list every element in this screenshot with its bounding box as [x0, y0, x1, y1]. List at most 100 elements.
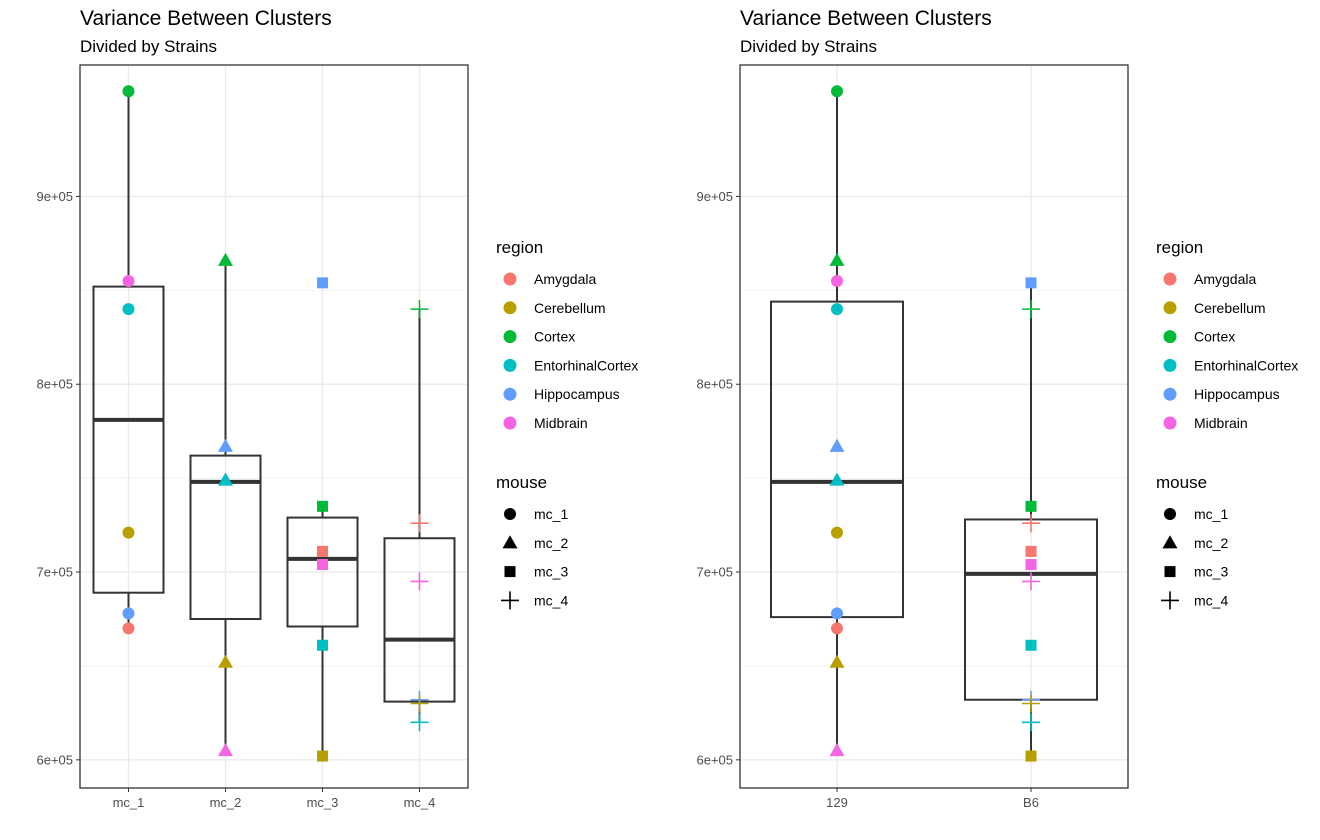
data-point	[218, 252, 233, 266]
legend-label-region: Amygdala	[534, 271, 596, 287]
data-point	[1022, 572, 1040, 591]
chart-subtitle: Divided by Strains	[740, 37, 877, 56]
x-tick-label: mc_1	[113, 795, 145, 810]
legend-key-region	[503, 301, 517, 315]
legend-title-mouse: mouse	[1156, 473, 1207, 492]
panel-border	[79, 64, 469, 789]
chart-subtitle: Divided by Strains	[80, 37, 217, 56]
y-tick-label: 8e+05	[696, 377, 733, 392]
legend-label-region: Hippocampus	[1194, 386, 1280, 402]
data-point	[317, 559, 328, 571]
data-point	[218, 472, 233, 486]
legend-label-region: Cerebellum	[1194, 300, 1266, 316]
data-point	[317, 639, 328, 651]
legend-key-region	[503, 387, 517, 401]
data-point	[1025, 545, 1037, 557]
data-point	[831, 85, 843, 98]
data-point	[317, 277, 328, 289]
data-point	[410, 572, 429, 591]
legend-label-region: Amygdala	[1194, 271, 1256, 287]
data-point	[410, 514, 429, 533]
data-point	[410, 694, 429, 713]
data-point	[218, 654, 233, 668]
x-tick-label: mc_2	[210, 795, 242, 810]
data-point	[122, 526, 135, 539]
y-tick-label: 7e+05	[696, 565, 733, 580]
data-point	[1022, 694, 1040, 713]
legend-key-mouse	[1162, 535, 1178, 549]
legend-label-region: Midbrain	[534, 415, 588, 431]
data-point	[317, 500, 328, 512]
data-point	[829, 472, 845, 486]
legend-key-region	[1163, 330, 1177, 344]
panel-border	[739, 64, 1129, 789]
legend-key-region	[1163, 272, 1177, 286]
legend-label-mouse: mc_3	[1194, 564, 1228, 580]
legend-label-region: Cerebellum	[534, 300, 606, 316]
data-point	[1025, 750, 1037, 762]
x-tick-label: mc_3	[307, 795, 339, 810]
legend-label-mouse: mc_1	[534, 506, 568, 522]
data-point	[122, 85, 135, 98]
y-tick-label: 8e+05	[36, 377, 73, 392]
legend-label-mouse: mc_3	[534, 564, 568, 580]
data-point	[831, 303, 843, 316]
legend-key-region	[1163, 301, 1177, 315]
legend-label-region: Hippocampus	[534, 386, 620, 402]
legend-label-region: Cortex	[1194, 329, 1235, 345]
legend-key-region	[503, 416, 517, 430]
x-tick-label: mc_4	[404, 795, 436, 810]
legend-key-region	[1163, 416, 1177, 430]
chart-panel-2: Variance Between Clusters Divided by Stra…	[696, 7, 1298, 810]
legend-title-region: region	[1156, 238, 1203, 257]
data-point	[1025, 500, 1037, 512]
legend-key-mouse	[1164, 508, 1176, 520]
y-tick-label: 6e+05	[36, 752, 73, 767]
legend-label-mouse: mc_2	[534, 535, 568, 551]
y-tick-label: 9e+05	[36, 189, 73, 204]
chart-panel-1: Variance Between Clusters Divided by Stra…	[36, 7, 638, 810]
legend-label-mouse: mc_4	[1194, 592, 1228, 608]
data-point	[122, 607, 135, 620]
box-iqr	[286, 516, 359, 628]
legend: region Amygdala Cerebellum Cortex Entorhinal…	[496, 238, 638, 610]
legend-key-mouse	[1161, 591, 1179, 610]
legend-label-mouse: mc_1	[1194, 506, 1228, 522]
legend-key-mouse	[502, 535, 518, 549]
plot-background	[740, 65, 1128, 788]
plot-background	[80, 65, 468, 788]
data-point	[317, 545, 328, 557]
data-point	[831, 607, 843, 620]
box-iqr	[189, 454, 262, 620]
legend-label-region: Cortex	[534, 329, 575, 345]
legend-key-mouse	[504, 566, 516, 578]
data-point	[831, 622, 843, 635]
x-tick-label: B6	[1023, 795, 1039, 810]
legend-key-region	[503, 330, 517, 344]
y-tick-label: 7e+05	[36, 565, 73, 580]
legend-label-region: Midbrain	[1194, 415, 1248, 431]
legend-key-region	[1163, 358, 1177, 372]
y-tick-label: 6e+05	[696, 752, 733, 767]
legend-key-mouse	[504, 508, 516, 520]
legend-key-mouse	[1164, 566, 1176, 578]
data-point	[829, 438, 845, 452]
data-point	[218, 438, 233, 452]
data-point	[1022, 713, 1040, 732]
legend-key-region	[1163, 387, 1177, 401]
chart-title: Variance Between Clusters	[80, 7, 332, 30]
data-point	[1022, 300, 1040, 319]
data-point	[218, 742, 233, 757]
data-point	[1022, 514, 1040, 533]
chart-title: Variance Between Clusters	[740, 7, 992, 30]
legend-label-mouse: mc_4	[534, 592, 568, 608]
data-point	[122, 303, 135, 316]
legend-key-region	[503, 272, 517, 286]
legend-label-region: EntorhinalCortex	[534, 357, 638, 373]
data-point	[1025, 559, 1037, 571]
legend-label-region: EntorhinalCortex	[1194, 357, 1298, 373]
data-point	[1025, 639, 1037, 651]
x-tick-label: 129	[826, 795, 848, 810]
y-tick-label: 9e+05	[696, 189, 733, 204]
